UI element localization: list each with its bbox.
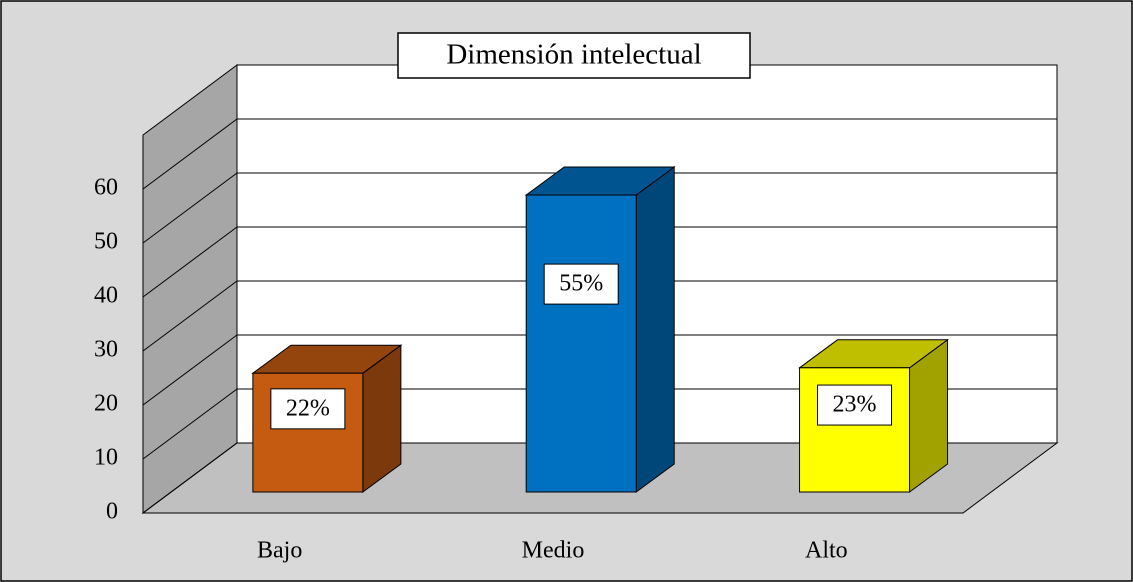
x-tick-label: Medio	[522, 538, 585, 564]
value-label-box	[270, 388, 346, 430]
side-wall	[142, 64, 238, 514]
grid-line	[142, 334, 238, 406]
grid-line	[142, 172, 238, 244]
grid-line	[142, 226, 238, 298]
value-label: 22%	[286, 395, 330, 421]
y-tick-label: 20	[94, 391, 118, 417]
bar-side	[635, 166, 675, 493]
y-tick-label: 50	[94, 229, 118, 255]
x-tick-label: Alto	[805, 538, 848, 564]
y-tick-label: 40	[94, 283, 118, 309]
y-tick-label: 0	[106, 499, 118, 525]
bar	[525, 194, 637, 493]
plot-area: 0 10 20 30 40 50 60 22% Bajo 55% Medio 23% Alto	[94, 64, 1059, 564]
value-label: 55%	[559, 271, 603, 297]
grid-line	[142, 442, 238, 514]
value-label: 23%	[833, 392, 877, 418]
value-label-box	[543, 263, 619, 305]
grid-line	[142, 118, 238, 190]
grid-line	[142, 388, 238, 460]
value-label-box	[817, 384, 893, 426]
y-tick-label: 30	[94, 337, 118, 363]
grid-line	[142, 280, 238, 352]
y-tick-label: 60	[94, 175, 118, 201]
y-tick-label: 10	[94, 445, 118, 471]
x-tick-label: Bajo	[257, 538, 302, 564]
title-box	[397, 32, 751, 79]
chart-title: Dimensión intelectual	[446, 39, 701, 71]
